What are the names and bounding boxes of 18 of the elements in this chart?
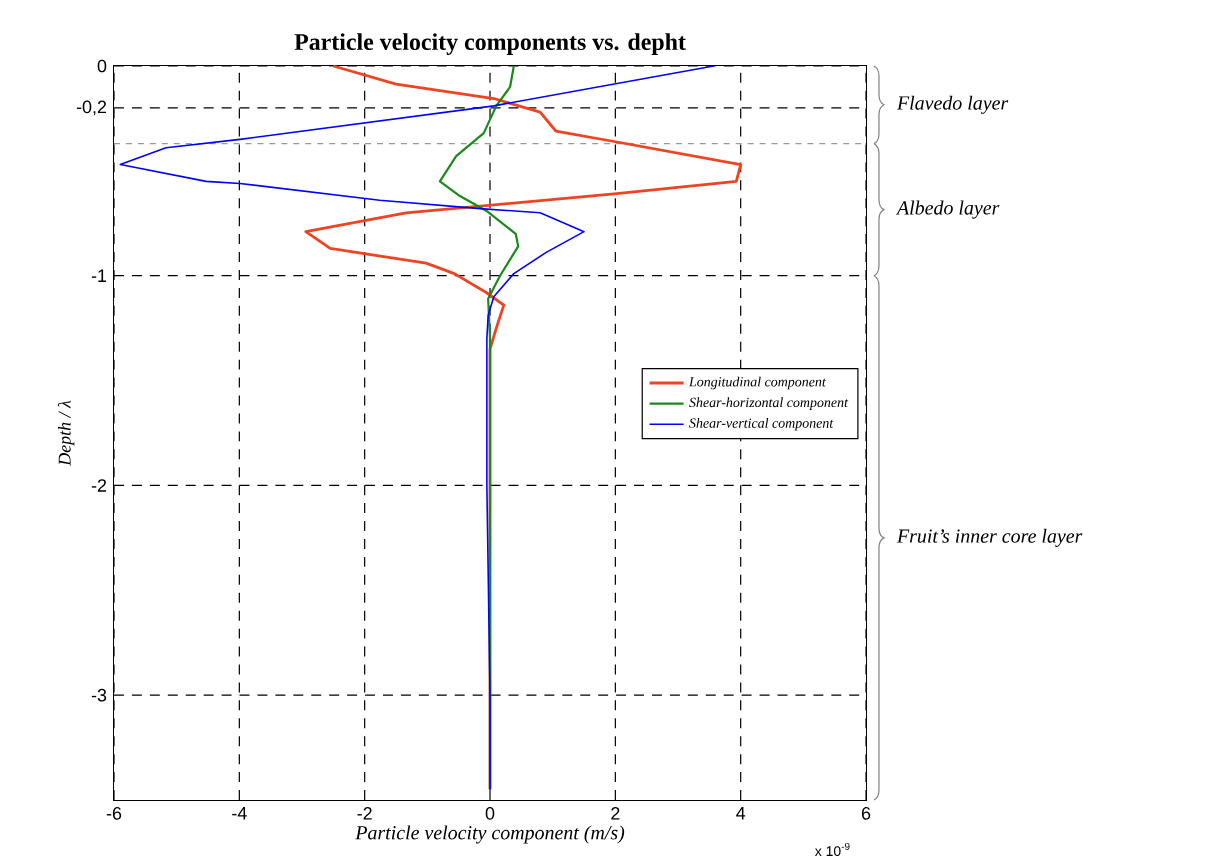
x-tick-label: 6 <box>861 807 871 820</box>
y-axis-title: Depth / λ <box>57 400 75 466</box>
x-tick-label: 2 <box>611 807 620 820</box>
chart-title: Particle velocity components vs. depht <box>294 33 686 55</box>
y-tick-label: -2 <box>91 479 107 492</box>
y-tick-label: -0,2 <box>76 100 107 116</box>
y-tick-label: 0 <box>97 59 107 73</box>
y-tick-label: -3 <box>91 688 107 702</box>
x-tick-label: 0 <box>485 807 495 820</box>
band-label: Fruit’s inner core layer <box>896 528 1083 547</box>
x-tick-label: -2 <box>357 807 372 820</box>
x-axis-title: Particle velocity component (m/s) <box>355 825 625 844</box>
y-tick-label: -1 <box>91 269 107 282</box>
x-tick-label: -4 <box>232 807 247 820</box>
band-label: Albedo layer <box>895 200 1000 219</box>
band-label: Flavedo layer <box>896 95 1009 114</box>
x-tick-label: 4 <box>736 807 746 820</box>
x-tick-label: -6 <box>106 807 122 820</box>
